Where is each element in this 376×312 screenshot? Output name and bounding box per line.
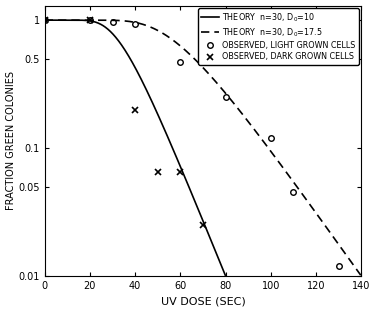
Legend: THEORY  n=30, D$_0$=10, THEORY  n=30, D$_0$=17.5, OBSERVED, LIGHT GROWN CELLS, O: THEORY n=30, D$_0$=10, THEORY n=30, D$_0… [198, 8, 359, 65]
THEORY  n=30, D$_0$=10 [114, 35, 118, 39]
THEORY  n=30, D$_0$=10 [210, 241, 215, 245]
THEORY  n=30, D$_0$=17.5 [144, 23, 148, 27]
THEORY  n=30, D$_0$=17.5 [340, 247, 344, 251]
THEORY  n=30, D$_0$=10 [199, 214, 203, 217]
Line: THEORY  n=30, D$_0$=10: THEORY n=30, D$_0$=10 [45, 20, 225, 275]
THEORY  n=30, D$_0$=10 [214, 252, 219, 256]
OBSERVED, LIGHT GROWN CELLS [133, 22, 137, 26]
THEORY  n=30, D$_0$=17.5 [243, 116, 247, 119]
OBSERVED, DARK GROWN CELLS [133, 108, 137, 111]
OBSERVED, LIGHT GROWN CELLS [178, 60, 183, 64]
OBSERVED, LIGHT GROWN CELLS [337, 264, 341, 268]
OBSERVED, LIGHT GROWN CELLS [291, 191, 296, 194]
THEORY  n=30, D$_0$=17.5 [42, 18, 47, 22]
THEORY  n=30, D$_0$=10 [42, 18, 47, 22]
THEORY  n=30, D$_0$=17.5 [183, 48, 188, 52]
THEORY  n=30, D$_0$=10 [157, 116, 162, 120]
THEORY  n=30, D$_0$=17.5 [358, 273, 363, 277]
X-axis label: UV DOSE (SEC): UV DOSE (SEC) [161, 296, 246, 306]
OBSERVED, LIGHT GROWN CELLS [42, 18, 47, 22]
OBSERVED, DARK GROWN CELLS [201, 223, 205, 227]
OBSERVED, LIGHT GROWN CELLS [88, 18, 92, 22]
Y-axis label: FRACTION GREEN COLONIES: FRACTION GREEN COLONIES [6, 71, 15, 210]
OBSERVED, LIGHT GROWN CELLS [223, 95, 228, 99]
OBSERVED, LIGHT GROWN CELLS [268, 136, 273, 140]
Line: THEORY  n=30, D$_0$=17.5: THEORY n=30, D$_0$=17.5 [45, 20, 361, 275]
THEORY  n=30, D$_0$=10 [223, 273, 227, 277]
THEORY  n=30, D$_0$=17.5 [218, 85, 222, 89]
OBSERVED, DARK GROWN CELLS [88, 18, 92, 22]
OBSERVED, DARK GROWN CELLS [42, 18, 47, 22]
THEORY  n=30, D$_0$=10 [203, 224, 208, 228]
THEORY  n=30, D$_0$=17.5 [259, 137, 264, 141]
Line: OBSERVED, LIGHT GROWN CELLS: OBSERVED, LIGHT GROWN CELLS [42, 17, 341, 269]
OBSERVED, LIGHT GROWN CELLS [110, 20, 115, 24]
OBSERVED, DARK GROWN CELLS [156, 170, 160, 174]
OBSERVED, DARK GROWN CELLS [178, 170, 183, 174]
Line: OBSERVED, DARK GROWN CELLS: OBSERVED, DARK GROWN CELLS [41, 17, 206, 229]
